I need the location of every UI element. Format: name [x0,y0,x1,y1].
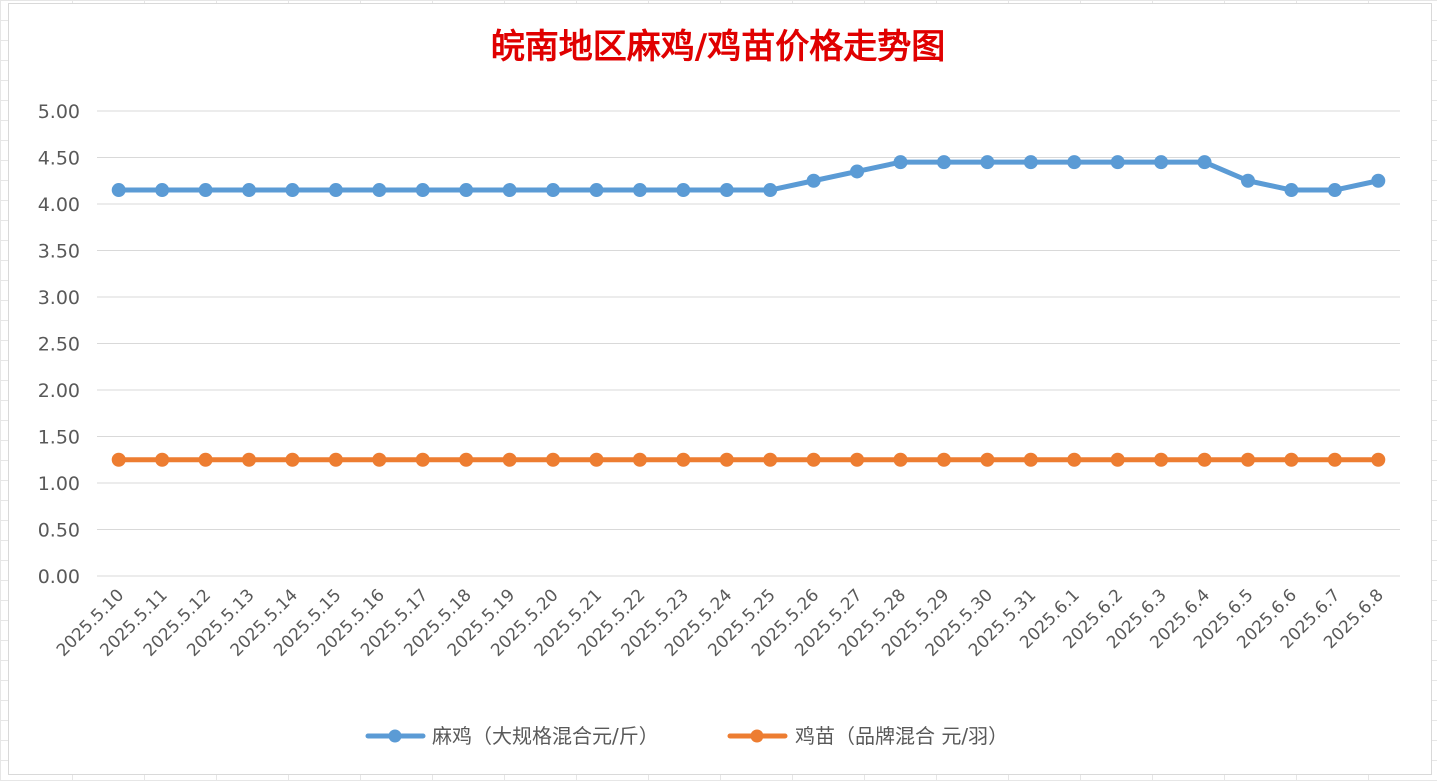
chart-title: 皖南地区麻鸡/鸡苗价格走势图 [491,27,945,67]
data-point[interactable] [198,452,213,467]
data-point[interactable] [806,452,821,467]
data-point[interactable] [459,452,474,467]
data-point[interactable] [1067,155,1082,170]
data-point[interactable] [850,452,865,467]
gridlines [97,110,1400,577]
data-point[interactable] [1023,452,1038,467]
data-point[interactable] [285,183,300,198]
data-point[interactable] [893,452,908,467]
data-point[interactable] [1371,452,1386,467]
data-point[interactable] [502,183,517,198]
legend-label: 鸡苗（品牌混合 元/羽） [795,724,1008,748]
y-tick-label: 1.00 [38,473,80,495]
data-point[interactable] [1023,155,1038,170]
data-point[interactable] [1240,173,1255,188]
data-point[interactable] [893,155,908,170]
data-point[interactable] [1110,155,1125,170]
series-layer [111,155,1386,467]
data-point[interactable] [155,452,170,467]
data-point[interactable] [763,452,778,467]
x-axis-ticks: 2025.5.102025.5.112025.5.122025.5.132025… [53,585,1388,660]
data-point[interactable] [459,183,474,198]
data-point[interactable] [1154,155,1169,170]
data-point[interactable] [1284,183,1299,198]
y-axis-ticks: 0.00 0.50 1.00 1.50 2.00 2.50 3.00 3.50 4.00 4.50… [38,101,80,588]
data-point[interactable] [719,183,734,198]
y-tick-label: 5.00 [38,101,80,123]
y-tick-label: 2.00 [38,380,80,402]
data-point[interactable] [415,183,430,198]
data-point[interactable] [632,183,647,198]
data-point[interactable] [763,183,778,198]
data-point[interactable] [1327,452,1342,467]
data-point[interactable] [676,183,691,198]
y-tick-label: 3.50 [38,241,80,263]
data-point[interactable] [632,452,647,467]
data-point[interactable] [111,452,126,467]
y-tick-label: 2.50 [38,334,80,356]
data-point[interactable] [502,452,517,467]
data-point[interactable] [1110,452,1125,467]
data-point[interactable] [806,173,821,188]
data-point[interactable] [1197,452,1212,467]
data-point[interactable] [676,452,691,467]
legend-label: 麻鸡（大规格混合元/斤） [432,724,659,748]
data-point[interactable] [936,452,951,467]
data-point[interactable] [980,155,995,170]
data-point[interactable] [415,452,430,467]
data-point[interactable] [980,452,995,467]
data-point[interactable] [1240,452,1255,467]
series-2 [111,452,1386,467]
data-point[interactable] [936,155,951,170]
y-tick-label: 4.50 [38,148,80,170]
data-point[interactable] [198,183,213,198]
legend-swatch-marker [388,729,402,743]
data-point[interactable] [546,452,561,467]
data-point[interactable] [1067,452,1082,467]
data-point[interactable] [1371,173,1386,188]
y-tick-label: 4.00 [38,194,80,216]
legend-item[interactable]: 麻鸡（大规格混合元/斤） [365,724,659,748]
y-tick-label: 0.50 [38,520,80,542]
data-point[interactable] [719,452,734,467]
data-point[interactable] [850,164,865,179]
data-point[interactable] [372,452,387,467]
data-point[interactable] [546,183,561,198]
data-point[interactable] [285,452,300,467]
data-point[interactable] [1154,452,1169,467]
legend[interactable]: 麻鸡（大规格混合元/斤） 鸡苗（品牌混合 元/羽） [365,724,1008,748]
chart-frame[interactable] [8,3,1432,775]
legend-item[interactable]: 鸡苗（品牌混合 元/羽） [727,724,1008,748]
data-point[interactable] [589,183,604,198]
series-1 [111,155,1386,198]
y-tick-label: 1.50 [38,427,80,449]
data-point[interactable] [1327,183,1342,198]
data-point[interactable] [1284,452,1299,467]
data-point[interactable] [242,452,257,467]
data-point[interactable] [111,183,126,198]
data-point[interactable] [1197,155,1212,170]
data-point[interactable] [242,183,257,198]
series-line [116,159,1381,193]
data-point[interactable] [155,183,170,198]
data-point[interactable] [328,183,343,198]
data-point[interactable] [589,452,604,467]
data-point[interactable] [328,452,343,467]
data-point[interactable] [372,183,387,198]
y-tick-label: 0.00 [38,566,80,588]
legend-swatch-marker [750,729,764,743]
y-tick-label: 3.00 [38,287,80,309]
